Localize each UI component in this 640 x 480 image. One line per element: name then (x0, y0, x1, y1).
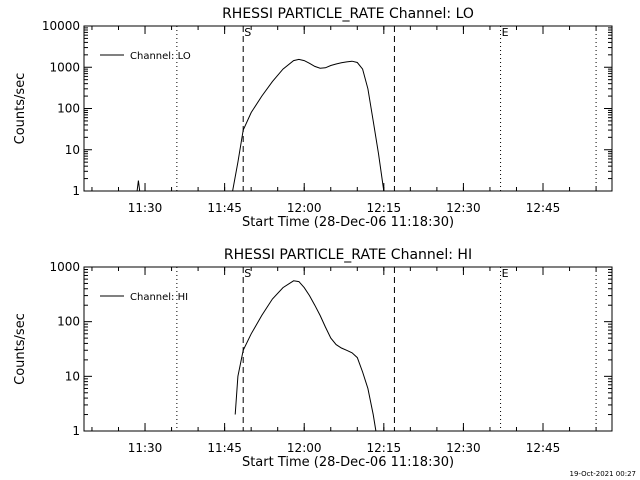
chart-panel-1: RHESSI PARTICLE_RATE Channel: LO 1 10 100 10… (13, 6, 613, 230)
x-axis-label: Start Time (28-Dec-06 11:18:30) (242, 215, 454, 230)
x-tick-label: 12:45 (526, 201, 561, 215)
x-tick-label: 12:30 (446, 201, 481, 215)
chart-panel-2: RHESSI PARTICLE_RATE Channel: HI 1 10 100 10… (13, 247, 613, 470)
x-tick-label: 12:15 (367, 201, 402, 215)
x-tick-label: 12:00 (287, 441, 322, 455)
marker-label: E (502, 267, 509, 280)
y-axis-label: Counts/sec (13, 313, 28, 385)
x-axis-label: Start Time (28-Dec-06 11:18:30) (242, 455, 454, 470)
y-tick-label: 1000 (49, 60, 80, 74)
series-line-1 (136, 58, 385, 192)
chart-title: RHESSI PARTICLE_RATE Channel: HI (224, 247, 472, 263)
legend-label: Channel: HI (130, 292, 188, 303)
y-tick-label: 1000 (49, 260, 80, 274)
y-tick-label: 10000 (42, 19, 80, 33)
y-tick-label: 10 (65, 143, 80, 157)
marker-label: E (502, 26, 509, 39)
x-tick-label: 12:30 (446, 441, 481, 455)
legend-label: Channel: LO (130, 51, 191, 62)
x-tick-label: 12:00 (287, 201, 322, 215)
y-tick-label: 100 (57, 315, 80, 329)
x-tick-label: 11:30 (128, 441, 163, 455)
x-tick-label: 11:30 (128, 201, 163, 215)
x-tick-label: 12:15 (367, 441, 402, 455)
footer-timestamp: 19-Oct-2021 00:27 (569, 470, 636, 478)
plot-frame (83, 266, 613, 432)
y-axis-label: Counts/sec (13, 73, 28, 145)
y-tick-label: 1 (72, 424, 80, 438)
y-tick-label: 100 (57, 102, 80, 116)
x-tick-label: 11:45 (207, 441, 242, 455)
x-tick-label: 11:45 (207, 201, 242, 215)
marker-label: S (244, 26, 251, 39)
chart-title: RHESSI PARTICLE_RATE Channel: LO (222, 6, 474, 22)
series-line-1 (234, 280, 377, 432)
marker-label: S (244, 267, 251, 280)
x-tick-label: 12:45 (526, 441, 561, 455)
y-tick-label: 10 (65, 369, 80, 383)
y-tick-label: 1 (72, 184, 80, 198)
